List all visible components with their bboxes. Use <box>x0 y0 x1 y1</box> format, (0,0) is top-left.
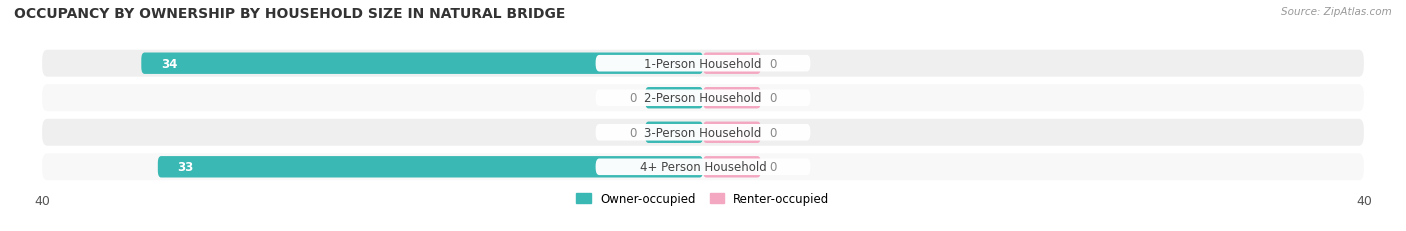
Text: 1-Person Household: 1-Person Household <box>644 58 762 70</box>
FancyBboxPatch shape <box>645 88 703 109</box>
Text: 3-Person Household: 3-Person Household <box>644 126 762 139</box>
FancyBboxPatch shape <box>42 154 1364 180</box>
Text: 33: 33 <box>177 161 194 173</box>
FancyBboxPatch shape <box>703 156 761 178</box>
FancyBboxPatch shape <box>596 125 810 141</box>
FancyBboxPatch shape <box>141 53 703 75</box>
FancyBboxPatch shape <box>645 122 703 143</box>
Text: 0: 0 <box>769 126 776 139</box>
Legend: Owner-occupied, Renter-occupied: Owner-occupied, Renter-occupied <box>572 188 834 210</box>
Text: Source: ZipAtlas.com: Source: ZipAtlas.com <box>1281 7 1392 17</box>
FancyBboxPatch shape <box>703 88 761 109</box>
Text: 0: 0 <box>769 58 776 70</box>
FancyBboxPatch shape <box>703 53 761 75</box>
FancyBboxPatch shape <box>42 119 1364 146</box>
FancyBboxPatch shape <box>596 159 810 175</box>
FancyBboxPatch shape <box>157 156 703 178</box>
FancyBboxPatch shape <box>703 122 761 143</box>
Text: 34: 34 <box>162 58 177 70</box>
Text: 0: 0 <box>769 92 776 105</box>
FancyBboxPatch shape <box>596 56 810 72</box>
Text: OCCUPANCY BY OWNERSHIP BY HOUSEHOLD SIZE IN NATURAL BRIDGE: OCCUPANCY BY OWNERSHIP BY HOUSEHOLD SIZE… <box>14 7 565 21</box>
Text: 0: 0 <box>630 92 637 105</box>
FancyBboxPatch shape <box>42 85 1364 112</box>
Text: 0: 0 <box>630 126 637 139</box>
FancyBboxPatch shape <box>42 51 1364 77</box>
Text: 4+ Person Household: 4+ Person Household <box>640 161 766 173</box>
Text: 2-Person Household: 2-Person Household <box>644 92 762 105</box>
FancyBboxPatch shape <box>596 90 810 106</box>
Text: 0: 0 <box>769 161 776 173</box>
